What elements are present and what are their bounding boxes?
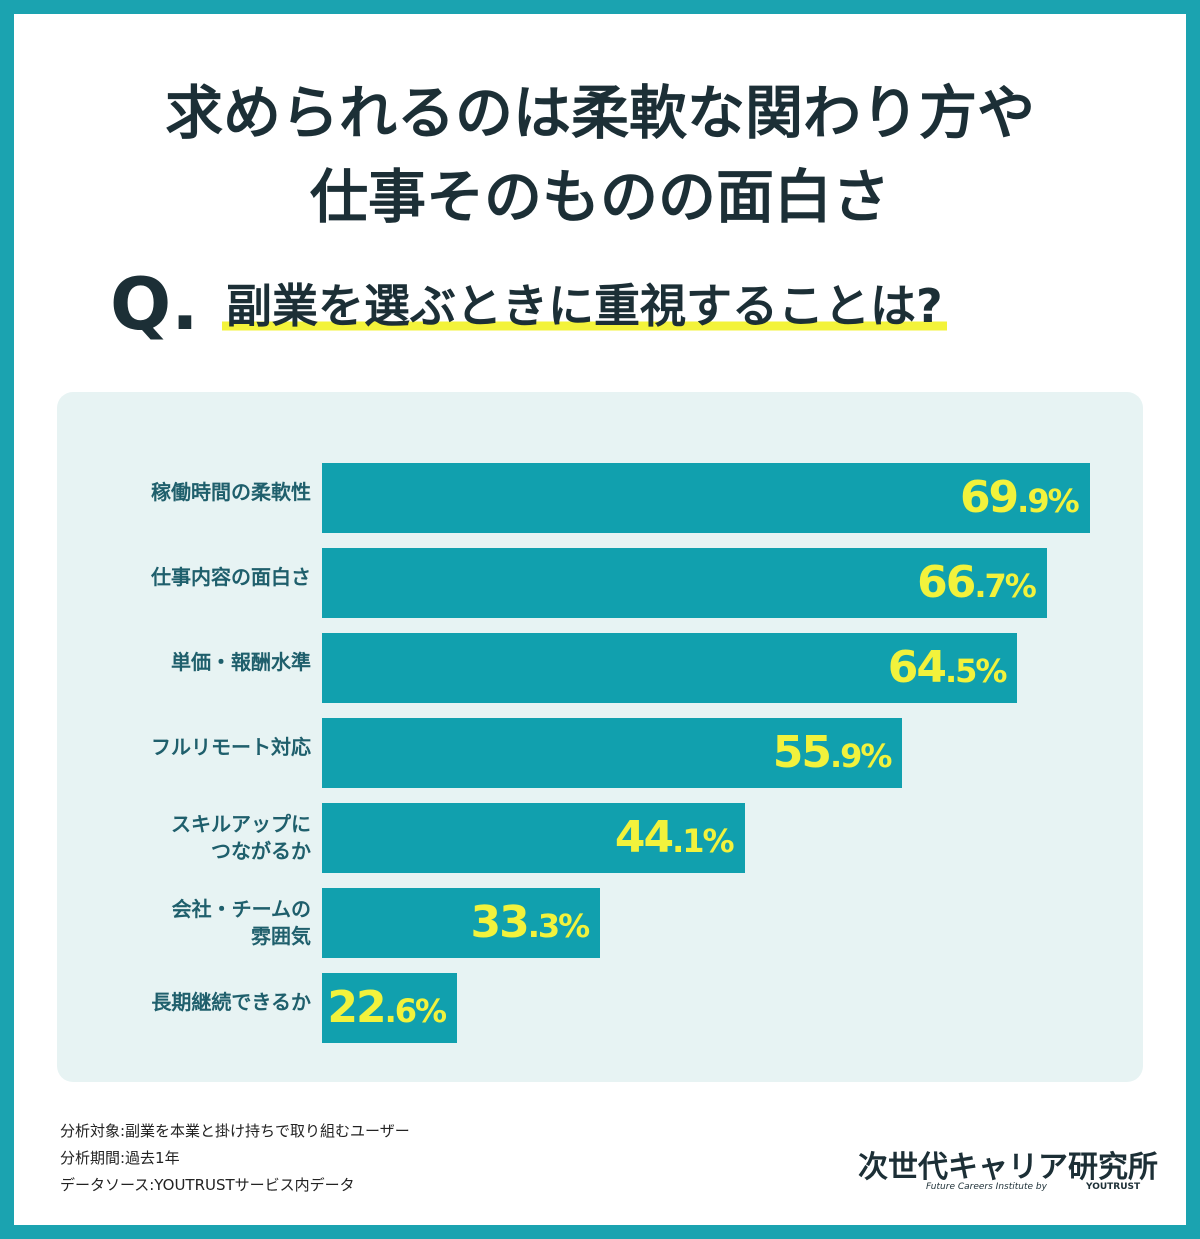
footnote: データソース:YOUTRUSTサービス内データ (60, 1176, 355, 1194)
value-label: 66.7% (917, 557, 1037, 608)
value-label: 33.3% (470, 897, 590, 948)
logo-tagline: Future Careers Institute by (926, 1182, 1047, 1192)
category-label: スキルアップに つながるか (171, 812, 311, 863)
title-line: 求められるのは柔軟な関わり方や (164, 79, 1035, 147)
footnote: 分析期間:過去1年 (60, 1149, 180, 1167)
bar (322, 548, 1047, 618)
category-label: 仕事内容の面白さ (151, 564, 311, 589)
category-label: 会社・チームの 雰囲気 (171, 897, 311, 948)
value-label: 55.9% (772, 727, 893, 778)
bar (322, 633, 1018, 703)
title-line: 仕事そのものの面白さ (309, 163, 890, 231)
category-label: 単価・報酬水準 (171, 649, 311, 674)
value-label: 69.9% (959, 472, 1080, 523)
bar (322, 718, 903, 788)
bar (322, 888, 601, 958)
logo-name: 次世代キャリア研究所 (858, 1150, 1158, 1185)
category-label: フルリモート対応 (151, 734, 311, 759)
bar (322, 463, 1090, 533)
logo-brand: YOUTRUST (1086, 1182, 1141, 1192)
bar (322, 803, 745, 873)
value-label: 64.5% (887, 642, 1008, 693)
question-mark: Q. (110, 262, 199, 346)
card: Q. 副業を選ぶときに重視することは? 稼働時間の柔軟性 69.9% 仕事内容の面白… (14, 14, 1186, 1225)
footnote: 分析対象:副業を本業と掛け持ちで取り組むユーザー (60, 1122, 410, 1140)
value-label: 22.6% (327, 982, 447, 1033)
value-label: 44.1% (614, 812, 735, 863)
chart-panel: 稼働時間の柔軟性 69.9% 仕事内容の面白さ 66.7% 単価・報酬水準 64.5% フル… (57, 392, 1143, 1082)
question: 副業を選ぶときに重視することは? (222, 270, 947, 336)
category-label: 稼働時間の柔軟性 (151, 479, 311, 504)
bar (322, 973, 458, 1043)
category-label: 長期継続できるか (151, 989, 311, 1014)
